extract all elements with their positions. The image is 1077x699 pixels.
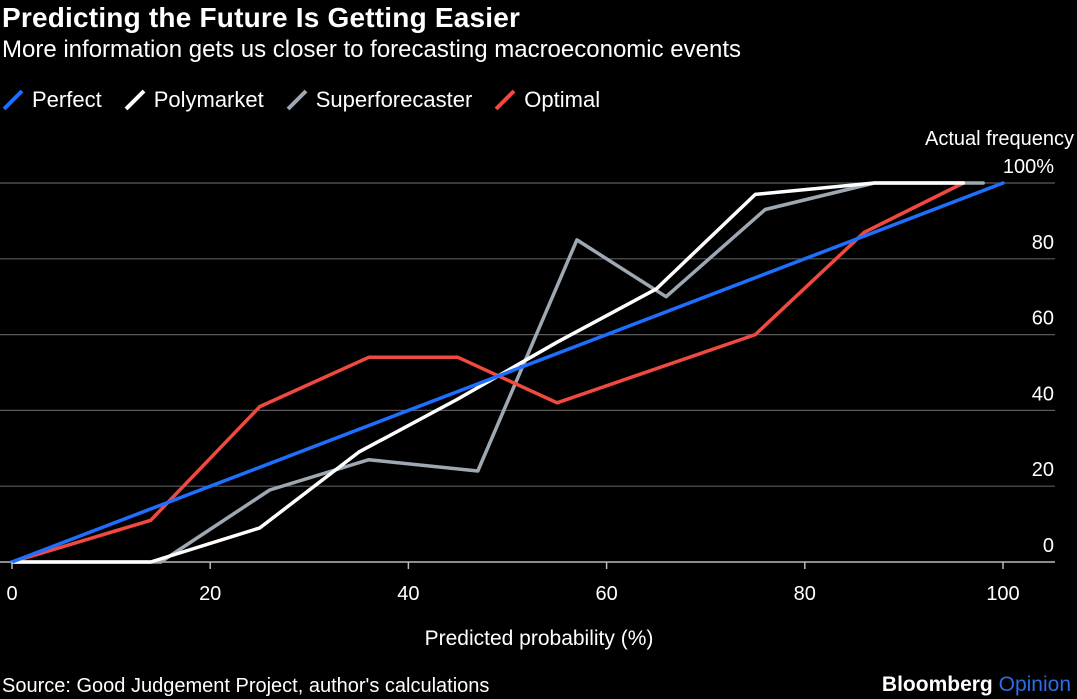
y-tick-label-40: 40 [1032,383,1054,405]
x-axis-title: Predicted probability (%) [425,627,654,650]
y-tick-label-0: 0 [1043,535,1054,557]
legend-item-perfect: Perfect [0,87,102,113]
x-tick-label-40: 40 [397,583,419,605]
x-tick-label-60: 60 [595,583,617,605]
legend-swatch-superforecaster [286,89,308,111]
y-tick-label-80: 80 [1032,232,1054,254]
source-note: Source: Good Judgement Project, author's… [2,675,490,697]
y-axis-title: Actual frequency [925,128,1074,150]
y-tick-label-100: 100% [1003,156,1054,178]
y-tick-label-20: 20 [1032,459,1054,481]
legend-label-polymarket: Polymarket [153,87,264,112]
legend-label-superforecaster: Superforecaster [315,87,473,112]
axis-layer: 0 20 40 60 80 100% Actual frequency 0 20 40 60 80 10… [6,128,1074,650]
brand-logo: Bloomberg Opinion [882,673,1071,697]
legend-swatch-optimal [494,89,516,111]
series-line-polymarket [10,181,966,564]
series-layer [10,181,1005,564]
brand-main: Bloomberg [881,673,993,696]
brand-accent: Opinion [998,673,1071,696]
legend-item-polymarket: Polymarket [122,87,264,113]
legend-label-perfect: Perfect [32,87,102,112]
legend-swatch-polymarket [124,89,146,111]
chart-title: Predicting the Future Is Getting Easier [2,2,521,33]
chart-subtitle: More information gets us closer to forec… [2,36,741,63]
series-line-superforecaster [10,181,985,564]
legend-label-optimal: Optimal [524,87,601,112]
x-tick-label-20: 20 [199,583,221,605]
y-tick-label-60: 60 [1032,308,1054,330]
x-tick-label-0: 0 [6,583,17,605]
legend-swatch-perfect [2,89,24,111]
grid-layer [0,182,1055,563]
x-tick-label-100: 100 [986,583,1019,605]
x-tick-label-80: 80 [794,583,816,605]
legend-item-optimal: Optimal [492,87,600,113]
legend-item-superforecaster: Superforecaster [284,87,473,113]
legend: Perfect Polymarket Superforecaster Optim… [0,86,620,114]
series-line-perfect [10,181,1005,564]
series-line-optimal [10,181,966,564]
